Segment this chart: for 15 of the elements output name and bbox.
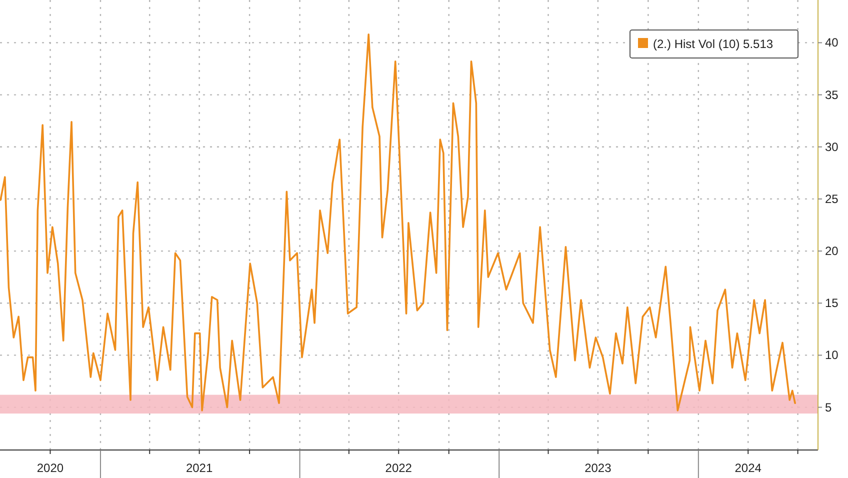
x-tick-label: 2020 [36,461,64,475]
y-tick-label: 5 [825,400,832,414]
y-tick-label: 35 [825,88,839,102]
y-tick-label: 25 [825,192,839,206]
y-tick-label: 10 [825,348,839,362]
x-tick-label: 2024 [734,461,762,475]
y-tick-label: 20 [825,244,839,258]
y-tick-label: 15 [825,296,839,310]
x-tick-label: 2021 [186,461,213,475]
legend-label: (2.) Hist Vol (10) 5.513 [653,37,774,51]
line-series [0,33,796,412]
y-tick-label: 40 [825,36,839,50]
y-tick-label: 30 [825,140,839,154]
x-tick-label: 2022 [385,461,412,475]
x-tick-label: 2023 [584,461,612,475]
